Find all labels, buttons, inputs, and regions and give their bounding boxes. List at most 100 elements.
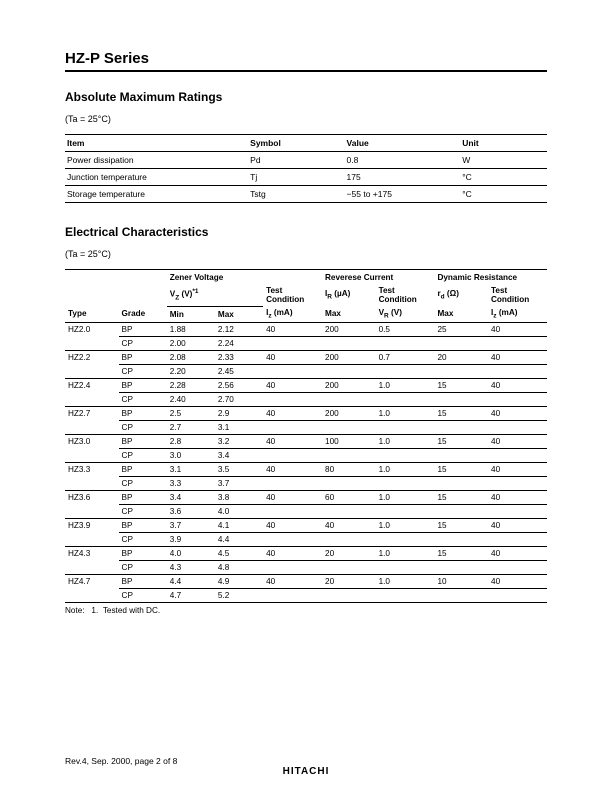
ec-cell <box>322 448 376 462</box>
ec-cell: 10 <box>434 574 488 588</box>
ec-cell: 40 <box>322 518 376 532</box>
ec-cell <box>322 532 376 546</box>
ec-cell <box>488 504 547 518</box>
footer-rev: Rev.4, Sep. 2000, page 2 of 8 <box>65 756 177 766</box>
grp-dynamic: Dynamic Resistance <box>434 270 547 285</box>
ec-cell: 0.5 <box>376 322 435 336</box>
ec-cell: 4.3 <box>167 560 215 574</box>
ec-cell <box>488 476 547 490</box>
ec-cell: 2.33 <box>215 350 263 364</box>
ec-cell: 2.08 <box>167 350 215 364</box>
ec-cell: BP <box>119 574 167 588</box>
ec-cell <box>488 336 547 350</box>
ec-cell: 40 <box>488 546 547 560</box>
ec-cell: 40 <box>263 322 322 336</box>
ec-cell: 15 <box>434 406 488 420</box>
ec-cell <box>322 420 376 434</box>
hdr-grade: Grade <box>119 306 167 322</box>
ec-cell: 80 <box>322 462 376 476</box>
ratings-cell: Tstg <box>248 186 344 203</box>
ec-cell: CP <box>119 532 167 546</box>
hdr-tc2: Test Condition <box>376 284 435 306</box>
ec-cell: 4.7 <box>167 588 215 602</box>
ec-cell: 40 <box>488 518 547 532</box>
ec-cell <box>65 364 119 378</box>
ratings-cell: °C <box>460 186 547 203</box>
ec-cell: 4.1 <box>215 518 263 532</box>
ec-cell <box>488 448 547 462</box>
ec-cell <box>322 364 376 378</box>
ec-cell <box>488 364 547 378</box>
ec-cell <box>488 392 547 406</box>
ec-cell <box>65 560 119 574</box>
ec-cell: 40 <box>263 350 322 364</box>
hdr-min: Min <box>167 306 215 322</box>
section1-condition: (Ta = 25°C) <box>65 114 547 124</box>
ec-cell: 2.56 <box>215 378 263 392</box>
ec-cell: 1.0 <box>376 546 435 560</box>
ec-cell: 4.5 <box>215 546 263 560</box>
ec-cell: 3.5 <box>215 462 263 476</box>
ec-table: Zener Voltage Reverese Current Dynamic R… <box>65 269 547 603</box>
ec-cell: BP <box>119 406 167 420</box>
ec-cell <box>263 364 322 378</box>
ec-cell: 4.0 <box>215 504 263 518</box>
ec-cell: 200 <box>322 350 376 364</box>
ec-cell: 2.20 <box>167 364 215 378</box>
ec-cell: 15 <box>434 378 488 392</box>
ec-cell: BP <box>119 378 167 392</box>
ec-cell: 15 <box>434 434 488 448</box>
ec-cell: 40 <box>488 350 547 364</box>
ec-cell: 1.0 <box>376 574 435 588</box>
ec-cell: BP <box>119 518 167 532</box>
ec-cell <box>434 504 488 518</box>
ec-cell: 15 <box>434 490 488 504</box>
ec-cell: 1.0 <box>376 518 435 532</box>
hdr-ir: IR (µA) <box>322 284 376 306</box>
ec-cell: BP <box>119 490 167 504</box>
ec-cell <box>263 420 322 434</box>
ec-cell: 1.88 <box>167 322 215 336</box>
hdr-type: Type <box>65 306 119 322</box>
ec-cell <box>65 476 119 490</box>
ratings-cell: −55 to +175 <box>345 186 461 203</box>
ec-cell: HZ3.9 <box>65 518 119 532</box>
col-symbol: Symbol <box>248 135 344 152</box>
ec-cell <box>434 476 488 490</box>
ec-cell: 2.45 <box>215 364 263 378</box>
section1-heading: Absolute Maximum Ratings <box>65 90 547 104</box>
ec-cell: 15 <box>434 546 488 560</box>
ratings-cell: Tj <box>248 169 344 186</box>
ec-cell: CP <box>119 504 167 518</box>
ec-cell: 40 <box>263 546 322 560</box>
ec-cell: 4.0 <box>167 546 215 560</box>
ec-cell <box>65 448 119 462</box>
ec-cell: 40 <box>263 378 322 392</box>
hdr-iz: Iz (mA) <box>263 306 322 322</box>
ec-cell: 2.24 <box>215 336 263 350</box>
ec-cell: 60 <box>322 490 376 504</box>
ec-cell: 20 <box>322 574 376 588</box>
ec-cell <box>488 420 547 434</box>
ec-cell: 3.7 <box>167 518 215 532</box>
ec-cell <box>376 532 435 546</box>
ec-cell: HZ3.3 <box>65 462 119 476</box>
ec-cell: 1.0 <box>376 378 435 392</box>
ec-cell: 40 <box>488 406 547 420</box>
ec-cell: 40 <box>263 462 322 476</box>
ratings-cell: 175 <box>345 169 461 186</box>
ec-cell <box>322 588 376 602</box>
ec-cell <box>434 560 488 574</box>
ec-cell: HZ3.6 <box>65 490 119 504</box>
ec-cell: BP <box>119 462 167 476</box>
ec-cell: 3.1 <box>167 462 215 476</box>
hdr-vr: VR (V) <box>376 306 435 322</box>
ratings-cell: Storage temperature <box>65 186 248 203</box>
ec-cell: 1.0 <box>376 434 435 448</box>
ec-cell: HZ2.4 <box>65 378 119 392</box>
ec-cell <box>376 448 435 462</box>
ec-cell: HZ2.0 <box>65 322 119 336</box>
ratings-cell: W <box>460 152 547 169</box>
ec-cell <box>263 448 322 462</box>
ec-cell: 200 <box>322 322 376 336</box>
